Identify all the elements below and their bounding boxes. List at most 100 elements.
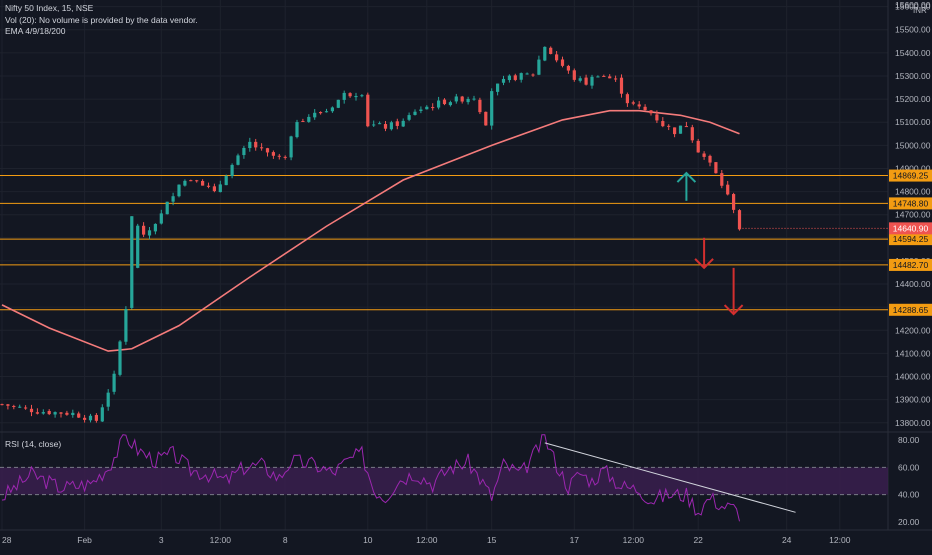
candle[interactable]	[684, 126, 688, 128]
candle[interactable]	[236, 155, 240, 165]
ema200-line[interactable]	[1, 109, 740, 352]
candle[interactable]	[690, 127, 694, 141]
candle[interactable]	[319, 112, 323, 114]
candle[interactable]	[737, 210, 742, 230]
candle[interactable]	[590, 76, 594, 86]
candle[interactable]	[643, 106, 647, 111]
candle[interactable]	[77, 413, 81, 418]
candle[interactable]	[507, 75, 511, 81]
candle[interactable]	[631, 102, 635, 104]
candle[interactable]	[183, 180, 187, 186]
candle[interactable]	[6, 404, 10, 406]
candle[interactable]	[12, 405, 16, 407]
candle[interactable]	[53, 412, 57, 415]
candle[interactable]	[366, 94, 370, 127]
candle[interactable]	[283, 156, 287, 158]
rsi-line[interactable]	[1, 434, 740, 522]
candle[interactable]	[136, 225, 140, 268]
candle[interactable]	[177, 184, 181, 197]
candle[interactable]	[614, 78, 618, 80]
candle[interactable]	[324, 111, 329, 113]
candle[interactable]	[661, 121, 665, 127]
candle[interactable]	[437, 100, 441, 108]
candle[interactable]	[608, 76, 612, 79]
candle[interactable]	[301, 120, 305, 122]
candle[interactable]	[165, 201, 169, 215]
candle[interactable]	[448, 102, 452, 106]
candle[interactable]	[195, 180, 199, 182]
candle[interactable]	[678, 125, 683, 134]
candle[interactable]	[271, 152, 275, 156]
candle[interactable]	[625, 94, 629, 104]
candle[interactable]	[472, 98, 476, 100]
candle[interactable]	[218, 184, 222, 193]
candle[interactable]	[543, 46, 547, 61]
candle[interactable]	[637, 104, 641, 107]
candle[interactable]	[24, 407, 28, 409]
candle[interactable]	[159, 213, 163, 224]
candle[interactable]	[602, 75, 606, 77]
candle[interactable]	[513, 75, 517, 80]
candle[interactable]	[265, 148, 270, 153]
legend-title[interactable]: Nifty 50 Index, 15, NSE	[5, 3, 94, 13]
candle[interactable]	[124, 309, 128, 342]
candle[interactable]	[673, 127, 677, 135]
candle[interactable]	[442, 99, 447, 105]
candle[interactable]	[496, 83, 500, 92]
candle[interactable]	[708, 155, 712, 163]
candle[interactable]	[130, 216, 134, 308]
candle[interactable]	[490, 91, 494, 126]
candle[interactable]	[41, 412, 45, 414]
candle[interactable]	[348, 93, 352, 97]
candle[interactable]	[153, 223, 157, 232]
candle[interactable]	[260, 147, 264, 149]
level-price-tag[interactable]	[889, 258, 932, 271]
candle[interactable]	[83, 417, 87, 420]
candle[interactable]	[100, 407, 104, 422]
candle[interactable]	[112, 373, 116, 392]
candle[interactable]	[71, 412, 75, 416]
candle[interactable]	[342, 92, 346, 100]
candle[interactable]	[35, 412, 39, 414]
candle[interactable]	[354, 95, 358, 98]
candle[interactable]	[578, 78, 582, 81]
candle[interactable]	[248, 141, 252, 149]
candle[interactable]	[313, 112, 317, 118]
candle[interactable]	[460, 96, 464, 102]
candle[interactable]	[88, 415, 93, 421]
candle[interactable]	[519, 73, 523, 80]
candle[interactable]	[584, 77, 588, 85]
rsi-trendline[interactable]	[544, 442, 796, 513]
candle[interactable]	[29, 408, 34, 413]
candle[interactable]	[555, 54, 559, 61]
candle[interactable]	[106, 392, 110, 407]
candle[interactable]	[531, 74, 535, 76]
candle[interactable]	[395, 121, 399, 126]
candle[interactable]	[336, 99, 340, 108]
candle[interactable]	[230, 164, 234, 177]
candle[interactable]	[360, 95, 364, 97]
candle[interactable]	[732, 194, 736, 210]
candle[interactable]	[572, 70, 576, 80]
candle[interactable]	[206, 185, 211, 187]
candle[interactable]	[537, 59, 541, 75]
red-down-arrow[interactable]	[694, 237, 714, 270]
candle[interactable]	[696, 140, 700, 153]
candle[interactable]	[501, 78, 506, 83]
candle[interactable]	[726, 184, 730, 195]
candle[interactable]	[189, 180, 193, 182]
candle[interactable]	[619, 77, 624, 94]
candle[interactable]	[47, 410, 51, 415]
red-down-arrow[interactable]	[723, 267, 744, 316]
candle[interactable]	[118, 341, 122, 375]
green-up-arrow[interactable]	[676, 171, 697, 201]
candle[interactable]	[549, 47, 553, 54]
candle[interactable]	[224, 175, 228, 186]
candle[interactable]	[478, 99, 482, 113]
candle[interactable]	[295, 122, 299, 138]
candle[interactable]	[466, 98, 470, 103]
candle[interactable]	[425, 106, 429, 110]
candle[interactable]	[560, 59, 565, 66]
